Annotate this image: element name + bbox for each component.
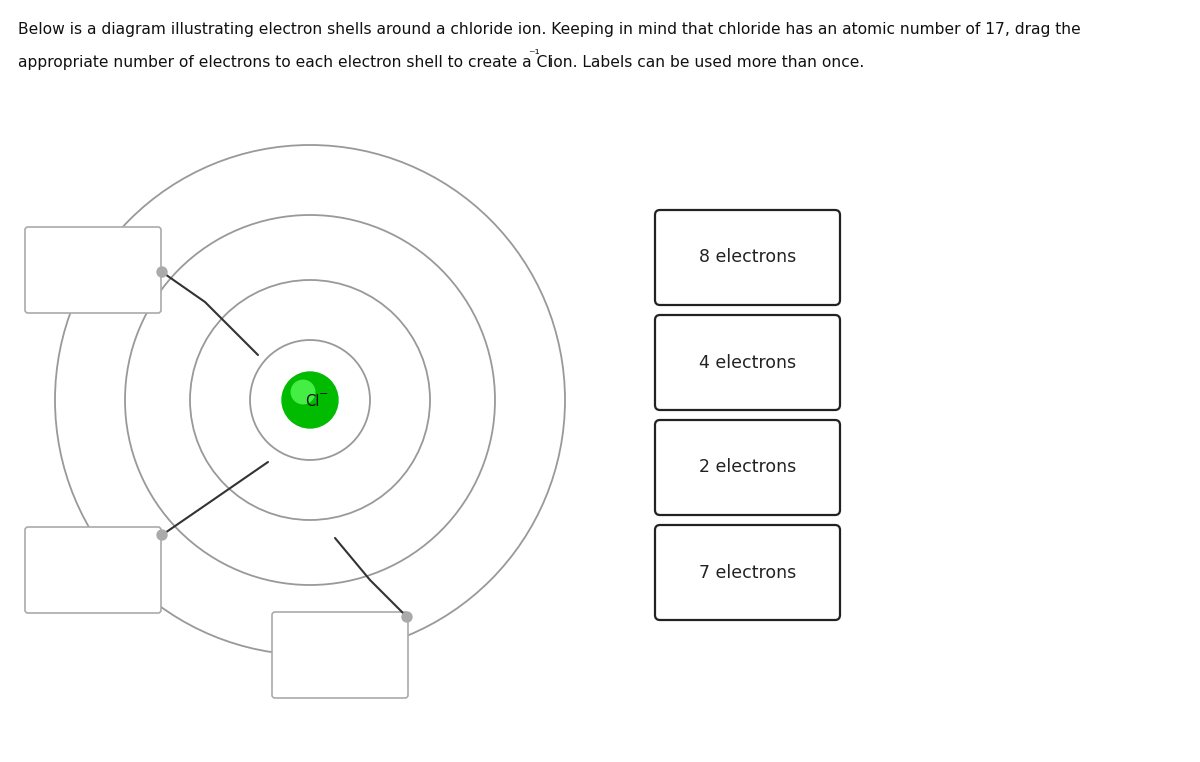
Circle shape — [292, 380, 314, 404]
Text: 2 electrons: 2 electrons — [698, 459, 796, 476]
FancyBboxPatch shape — [272, 612, 408, 698]
Circle shape — [157, 267, 167, 277]
FancyBboxPatch shape — [655, 210, 840, 305]
FancyBboxPatch shape — [25, 227, 161, 313]
Text: Cl: Cl — [305, 393, 319, 408]
Circle shape — [157, 530, 167, 540]
FancyBboxPatch shape — [655, 315, 840, 410]
FancyBboxPatch shape — [25, 527, 161, 613]
Circle shape — [282, 372, 338, 428]
Text: ⁻¹: ⁻¹ — [528, 48, 540, 61]
Text: 8 electrons: 8 electrons — [698, 248, 796, 267]
Text: Below is a diagram illustrating electron shells around a chloride ion. Keeping i: Below is a diagram illustrating electron… — [18, 22, 1081, 37]
Text: 4 electrons: 4 electrons — [698, 354, 796, 372]
Text: 7 electrons: 7 electrons — [698, 564, 796, 581]
Text: −: − — [319, 389, 329, 399]
Text: ion. Labels can be used more than once.: ion. Labels can be used more than once. — [544, 55, 864, 70]
Text: appropriate number of electrons to each electron shell to create a Cl: appropriate number of electrons to each … — [18, 55, 552, 70]
Circle shape — [402, 612, 412, 622]
FancyBboxPatch shape — [655, 420, 840, 515]
FancyBboxPatch shape — [655, 525, 840, 620]
